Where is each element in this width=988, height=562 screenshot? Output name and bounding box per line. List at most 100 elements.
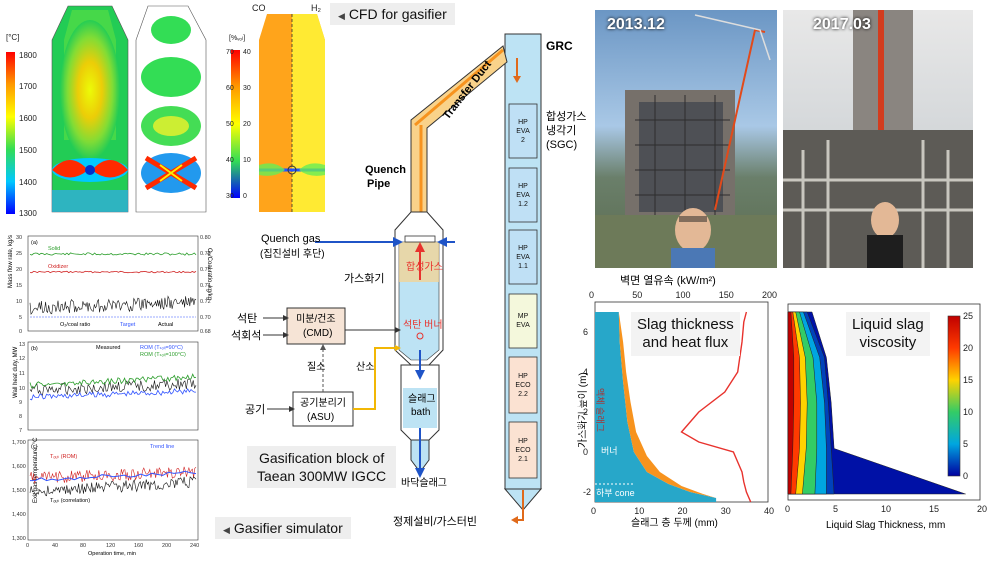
simulator-charts: Mass flow rate, kg/s O₂/Coal ratio, kg/k… (0, 230, 215, 557)
slag-ytick: -2 (583, 487, 591, 497)
sim-chart-b: Wall heat duty, MW (b) 13 12 11 10 9 8 7… (13, 341, 199, 434)
cmd-box (286, 307, 346, 345)
photo-date-2013: 2013.12 (607, 16, 665, 33)
cmd-label-2: (CMD) (303, 328, 332, 339)
sim-a-oxidizer-line (29, 270, 197, 274)
liquid-slag-label: 액체 슬래그 (595, 388, 606, 432)
svg-text:HP: HP (518, 438, 528, 445)
svg-text:EVA: EVA (516, 192, 530, 199)
svg-text:HP: HP (518, 183, 528, 190)
slag-xtick: 0 (591, 506, 596, 516)
svg-text:0: 0 (26, 543, 29, 549)
svg-text:1,300: 1,300 (12, 536, 26, 542)
svg-text:Tₒᵤₜ (correlation): Tₒᵤₜ (correlation) (50, 498, 90, 504)
sim-chart-c: Exit gas temperature, °C (c) 1,700 1,600… (12, 437, 199, 557)
svg-text:MP: MP (518, 313, 529, 320)
cleanup-label: 정제설비/가스터빈 (393, 515, 477, 528)
bottom-slag-label: 바닥슬래그 (401, 477, 447, 489)
sim-c-rom-line (29, 466, 197, 484)
gasifier-label: 가스화기 (344, 272, 384, 285)
viscosity-chart: 25 20 15 10 5 0 0 5 10 15 20 Liquid Slag Thicknes… (782, 300, 988, 536)
svg-text:120: 120 (106, 543, 115, 549)
svg-text:9: 9 (19, 400, 22, 406)
cfd-temperature-panel: [°C] 1800 1700 1600 1500 1400 1300 (0, 0, 260, 222)
temp-unit-label: [°C] (6, 33, 19, 42)
svg-text:1300: 1300 (19, 209, 37, 218)
svg-text:0.72: 0.72 (200, 299, 211, 305)
visc-colorbar-tick: 10 (963, 407, 973, 417)
asu-label-1: 공기분리기 (300, 397, 346, 409)
slag-title-box: Slag thickness and heat flux (631, 312, 740, 356)
svg-text:240: 240 (190, 543, 199, 549)
svg-text:80: 80 (80, 543, 86, 549)
svg-text:EVA: EVA (516, 128, 530, 135)
svg-text:1.2: 1.2 (518, 201, 528, 208)
slag-xtick: 30 (721, 506, 731, 516)
svg-text:Solid: Solid (48, 246, 60, 252)
visc-colorbar-tick: 5 (963, 439, 968, 449)
quench-pipe-label-1: Quench (365, 164, 406, 176)
svg-text:0: 0 (19, 329, 22, 335)
person-2013 (675, 208, 711, 252)
sim-b-rom1-line (29, 387, 196, 401)
slag-xtick: 10 (634, 506, 644, 516)
co-label: CO (252, 3, 266, 13)
svg-text:0.74: 0.74 (200, 283, 211, 289)
visc-colorbar (947, 315, 961, 477)
svg-text:Trend line: Trend line (150, 444, 174, 450)
nitrogen-label: 질소 (307, 361, 325, 373)
slag-chart-svg: 벽면 열유속 (kW/m²) 0 50 100 150 200 0 10 20 30 40 64… (572, 274, 777, 529)
slag-xtick: 20 (678, 506, 688, 516)
sim-a-actual-line (29, 295, 197, 315)
syngas-label: 합성가스 (406, 261, 443, 273)
conc-ticks-left: 70 60 50 40 30 (226, 49, 234, 200)
svg-text:HP: HP (518, 373, 528, 380)
gasification-block-label: Gasification block of Taean 300MW IGCC (247, 446, 397, 488)
svg-text:15: 15 (16, 283, 22, 289)
svg-text:Tₒᵤₜ (ROM): Tₒᵤₜ (ROM) (50, 454, 77, 460)
viscosity-title-box: Liquid slag viscosity (846, 312, 930, 356)
quench-gas-sub-label: (집진설비 후단) (260, 248, 325, 260)
limestone-label: 석회석 (231, 329, 261, 342)
sim-c-corr-line (29, 476, 197, 497)
svg-text:12: 12 (19, 356, 25, 362)
gasifier-simulator-label: ◀ Gasifier simulator (215, 517, 351, 539)
visc-colorbar-tick: 20 (963, 343, 973, 353)
svg-text:40: 40 (52, 543, 58, 549)
photo-2017-art (783, 10, 973, 268)
viscosity-title-line1: Liquid slag (852, 316, 924, 333)
svg-text:60: 60 (226, 85, 234, 92)
process-diagram: HP EVA 2 HP EVA 1.2 HP EVA 1.1 MP EVA HP… (215, 20, 590, 530)
simulator-label-text: Gasifier simulator (233, 520, 343, 536)
svg-text:Target: Target (120, 322, 136, 328)
svg-text:Exit gas temperature, °C: Exit gas temperature, °C (33, 437, 39, 503)
slag-bath-label-2: bath (411, 407, 430, 418)
viscosity-chart-svg: 25 20 15 10 5 0 0 5 10 15 20 Liquid Slag Thicknes… (785, 303, 987, 531)
svg-text:1,500: 1,500 (12, 488, 26, 494)
svg-text:70: 70 (226, 49, 234, 56)
slag-y-axis-label: 가스화기 높이 (m) (577, 372, 589, 448)
visc-xtick: 20 (977, 504, 987, 514)
svg-text:7: 7 (19, 428, 22, 434)
coal-burner-label: 석탄 버너 (403, 319, 443, 331)
svg-text:Actual: Actual (158, 322, 173, 328)
visc-xtick: 0 (785, 504, 790, 514)
svg-text:(a): (a) (31, 240, 38, 246)
svg-text:1700: 1700 (19, 82, 37, 91)
slag-bath-label-1: 슬래그 (408, 393, 436, 405)
svg-text:30: 30 (243, 85, 251, 92)
svg-text:(c): (c) (31, 444, 38, 450)
sgc-label-3: (SGC) (546, 139, 577, 151)
slag-x2tick: 0 (589, 290, 594, 300)
svg-text:HP: HP (518, 245, 528, 252)
svg-text:ROM (Tₛₒₗᵢ=100°C): ROM (Tₛₒₗᵢ=100°C) (140, 352, 186, 358)
slag-ytick: 6 (583, 327, 588, 337)
svg-text:O₂/coal ratio: O₂/coal ratio (60, 322, 90, 328)
svg-text:1800: 1800 (19, 51, 37, 60)
svg-text:HP: HP (518, 119, 528, 126)
quench-gas-label: Quench gas (261, 233, 321, 245)
visc-xtick: 15 (929, 504, 939, 514)
sgc-label-1: 합성가스 (546, 110, 586, 123)
visc-colorbar-tick: 15 (963, 375, 973, 385)
